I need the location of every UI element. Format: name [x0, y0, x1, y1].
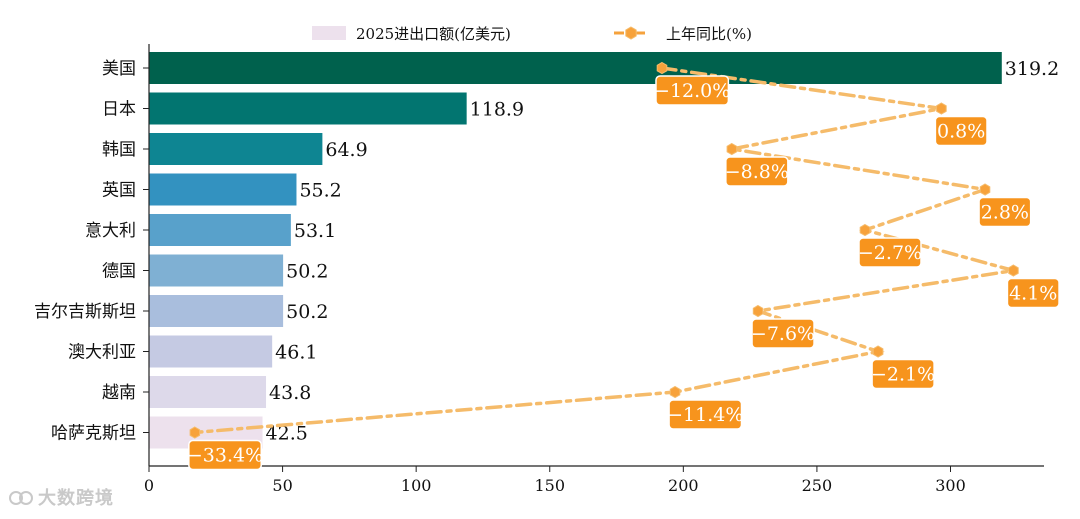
watermark-logo-icon	[9, 491, 33, 505]
yoy-label-box-0	[655, 75, 730, 106]
bars-group: 319.2 118.9 64.9 55.2 53.1 50.2 50.2 46.1 43.8 42…	[149, 52, 1059, 449]
x-tick-label-6: 300	[935, 476, 966, 495]
bar-value-label-5: 50.2	[286, 261, 328, 283]
category-label-8: 越南	[102, 383, 136, 403]
category-label-4: 意大利	[85, 221, 136, 241]
yoy-marker-1	[936, 102, 947, 115]
category-label-0: 美国	[102, 59, 136, 79]
yoy-marker-5	[1008, 264, 1019, 277]
legend-bar-label: 2025进出口额(亿美元)	[356, 25, 511, 43]
yoy-label-3: 2.8%	[981, 202, 1029, 224]
yoy-marker-3	[979, 183, 991, 196]
yoy-marker-4	[859, 223, 871, 237]
bar-value-label-1: 118.9	[470, 99, 524, 121]
yoy-label-box-4	[858, 237, 922, 268]
yoy-marker-8	[669, 385, 681, 399]
yoy-label-0: −12.0%	[654, 80, 730, 102]
bar-4	[149, 214, 291, 246]
category-label-9: 哈萨克斯坦	[51, 424, 136, 444]
yoy-marker-0	[656, 61, 668, 75]
x-tick-label-3: 150	[534, 476, 565, 495]
bar-value-label-2: 64.9	[325, 139, 367, 161]
yoy-label-7: −2.1%	[871, 364, 935, 386]
category-label-1: 日本	[102, 100, 136, 120]
bar-8	[149, 376, 267, 408]
bar-1	[149, 92, 467, 125]
yoy-label-6: −7.6%	[751, 323, 815, 345]
bar-value-label-8: 43.8	[269, 382, 311, 404]
legend: 2025进出口额(亿美元) 上年同比(%)	[312, 25, 752, 43]
yoy-label-8: −11.4%	[667, 404, 743, 426]
bar-value-label-9: 42.5	[266, 423, 308, 445]
bar-6	[149, 295, 284, 327]
x-tick-label-2: 100	[401, 476, 432, 495]
bar-value-label-3: 55.2	[299, 180, 341, 202]
bar-7	[149, 335, 273, 368]
yoy-marker-9	[189, 426, 201, 439]
bar-3	[149, 173, 297, 206]
bar-value-label-0: 319.2	[1005, 58, 1059, 80]
yoy-marker-6	[752, 304, 764, 318]
yoy-label-box-2	[725, 156, 789, 187]
watermark: 大数跨境	[8, 484, 114, 510]
x-tick-label-0: 0	[144, 476, 154, 495]
yoy-line	[193, 66, 1014, 435]
axes: 0 50 100 150 200 250 300	[144, 44, 1044, 495]
x-tick-label-1: 50	[272, 476, 292, 495]
category-label-7: 澳大利亚	[68, 343, 136, 363]
category-label-2: 韩国	[102, 140, 136, 160]
x-tick-label-4: 200	[668, 476, 699, 495]
x-tick-label-5: 250	[802, 476, 833, 495]
category-label-6: 吉尔吉斯斯坦	[34, 302, 136, 322]
bar-value-label-4: 53.1	[294, 220, 336, 242]
yoy-label-4: −2.7%	[858, 242, 922, 264]
legend-bar-swatch	[312, 26, 346, 40]
yoy-label-box-5	[1006, 277, 1060, 309]
bar-2	[149, 133, 323, 165]
category-label-3: 英国	[102, 181, 136, 201]
yoy-marker-7	[872, 345, 884, 358]
legend-line-marker	[625, 26, 637, 40]
bar-5	[149, 254, 284, 287]
yoy-label-box-8	[668, 399, 743, 430]
yoy-label-box-3	[978, 196, 1032, 228]
bar-value-label-6: 50.2	[286, 301, 328, 323]
yoy-line-group: −12.0% 0.8% −8.8% 2.8% −2.7% 4.1% −7.6% −2.1% −1…	[187, 61, 1060, 471]
yoy-label-box-9	[188, 439, 262, 471]
yoy-label-1: 0.8%	[937, 121, 985, 143]
category-label-5: 德国	[102, 262, 136, 282]
legend-line-label: 上年同比(%)	[666, 25, 752, 43]
watermark-text: 大数跨境	[38, 488, 114, 509]
yoy-label-2: −8.8%	[725, 161, 789, 183]
bar-value-label-7: 46.1	[275, 342, 317, 364]
yoy-label-5: 4.1%	[1009, 283, 1057, 305]
yoy-label-box-1	[934, 115, 988, 147]
yoy-label-box-7	[871, 358, 935, 390]
yoy-label-9: −33.4%	[187, 445, 263, 467]
yoy-label-box-6	[751, 318, 815, 349]
bar-0	[149, 52, 1002, 84]
yoy-marker-2	[726, 142, 738, 156]
